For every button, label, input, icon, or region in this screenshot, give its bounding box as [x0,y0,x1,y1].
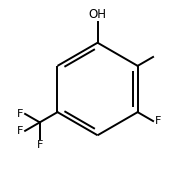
Text: F: F [36,140,43,150]
Text: F: F [155,116,161,126]
Text: OH: OH [89,8,107,21]
Text: F: F [17,126,24,136]
Text: F: F [17,109,24,119]
